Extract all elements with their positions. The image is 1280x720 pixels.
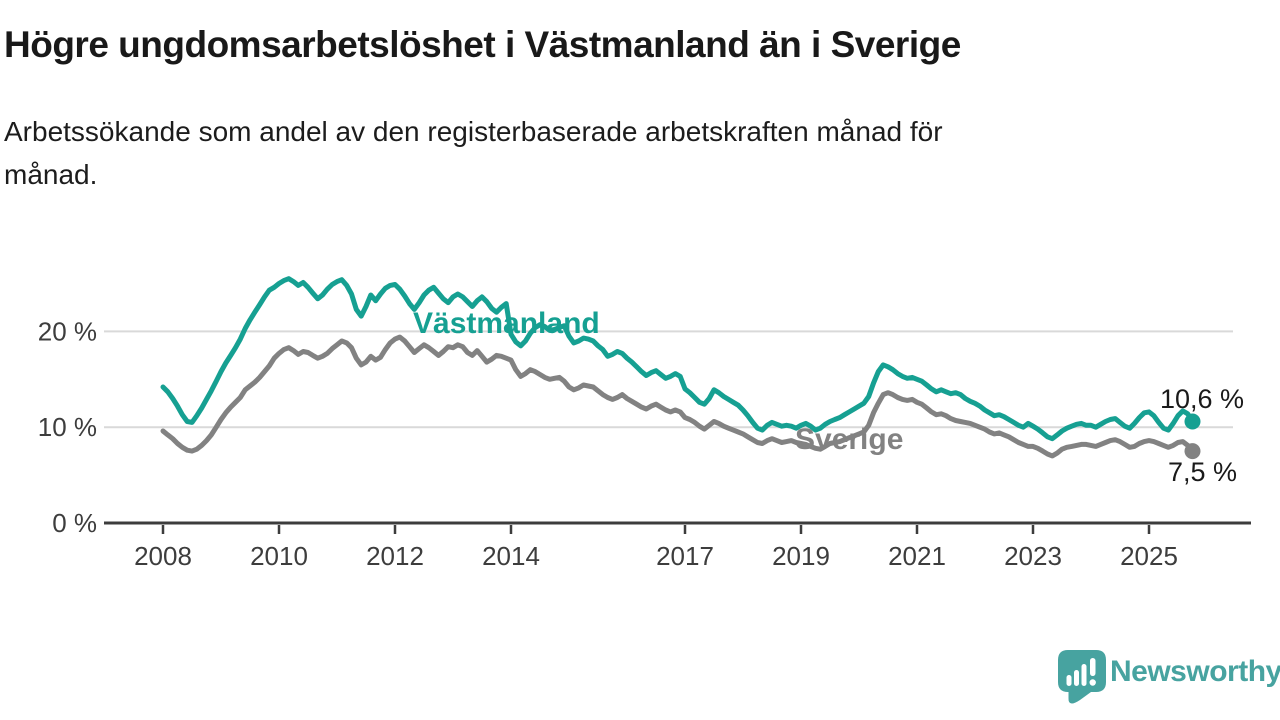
series-end-dot-sverige: [1184, 443, 1201, 460]
x-axis-label-2014: 2014: [482, 541, 540, 571]
series-lines: [160, 276, 1201, 460]
series-label-sverige: Sverige: [795, 423, 903, 456]
x-axis-label-2017: 2017: [656, 541, 714, 571]
series-label-vastmanland: Västmanland: [413, 307, 600, 340]
end-value-label-vastmanland: 10,6 %: [1160, 384, 1244, 414]
series-line-vastmanland: [160, 276, 1195, 442]
y-axis-label-0: 0 %: [52, 508, 97, 538]
series-line-sverige: [160, 334, 1195, 459]
y-axis-label-20: 20 %: [38, 316, 97, 346]
y-axis-label-10: 10 %: [38, 412, 97, 442]
chart-subtitle-line1: Arbetssökande som andel av den registerb…: [4, 116, 943, 147]
chart-subtitle: Arbetssökande som andel av den registerb…: [4, 110, 1234, 197]
chart-subtitle-line2: månad.: [4, 159, 98, 191]
x-axis-label-2012: 2012: [366, 541, 424, 571]
chart-title: Högre ungdomsarbetslöshet i Västmanland …: [4, 24, 961, 65]
x-axis-label-2008: 2008: [134, 541, 192, 571]
x-axis-label-2025: 2025: [1120, 541, 1178, 571]
x-axis-label-2019: 2019: [772, 541, 830, 571]
end-value-label-sverige: 7,5 %: [1168, 457, 1237, 487]
newsworthy-brand-text: Newsworthy: [1110, 655, 1280, 688]
newsworthy-logo: Newsworthy: [1058, 650, 1280, 704]
newsworthy-speech-bubble-bar-chart-icon: [1058, 650, 1106, 704]
axes: 0 % 10 % 20 % 2008 2010 2012 2014 2017 2019 2021 2…: [38, 316, 1251, 571]
series-end-dot-vastmanland: [1184, 413, 1201, 430]
x-axis-label-2021: 2021: [888, 541, 946, 571]
x-axis-label-2023: 2023: [1004, 541, 1062, 571]
gridlines: [104, 330, 1233, 429]
x-axis-label-2010: 2010: [250, 541, 308, 571]
